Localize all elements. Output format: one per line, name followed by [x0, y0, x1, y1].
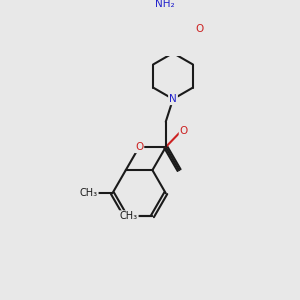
Text: N: N	[169, 94, 177, 104]
Text: O: O	[180, 126, 188, 136]
Text: CH₃: CH₃	[119, 211, 138, 221]
Text: CH₃: CH₃	[80, 188, 98, 198]
Text: O: O	[135, 142, 143, 152]
Text: NH₂: NH₂	[155, 0, 175, 9]
Text: O: O	[195, 24, 203, 34]
